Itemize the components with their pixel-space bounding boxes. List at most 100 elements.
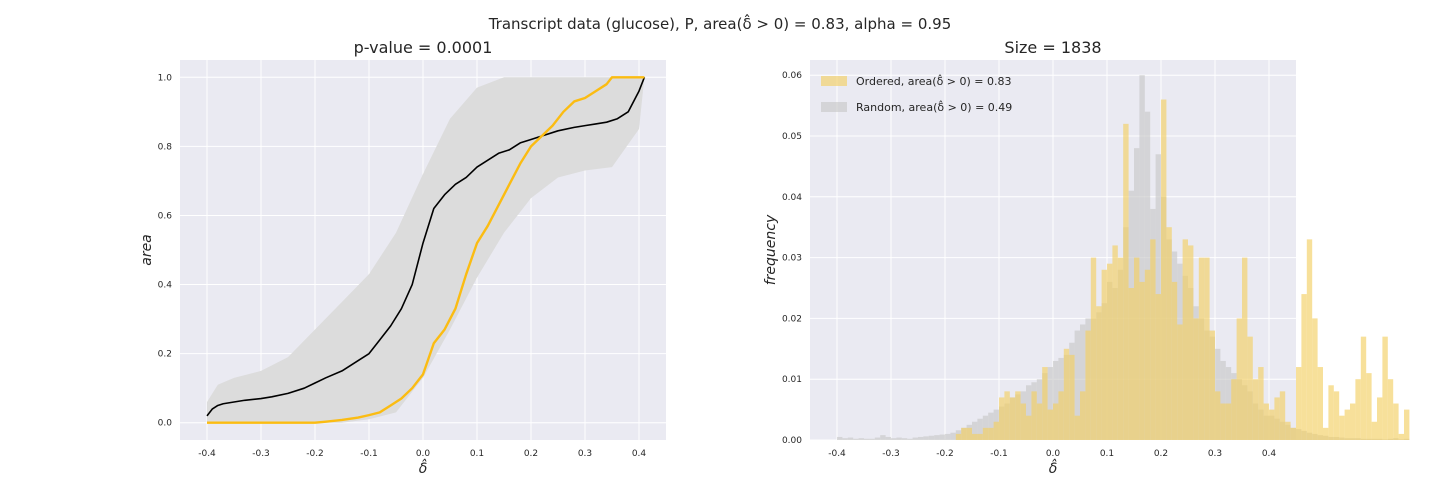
right-y-tick-label: 0.00 — [782, 436, 802, 446]
ordered-histogram-bar — [1074, 415, 1080, 440]
area-curve-chart: -0.4 -0.3 -0.2 -0.1 0.0 0.1 0.2 0.3 0.4 0.00.20.… — [139, 38, 666, 477]
random-histogram-bar — [907, 438, 913, 440]
ordered-histogram-bar — [972, 433, 978, 440]
random-histogram-bar — [939, 434, 945, 440]
right-x-tick-label: -0.2 — [936, 449, 954, 459]
left-y-axis-label: area — [139, 234, 155, 266]
ordered-histogram-bar — [1252, 379, 1259, 440]
right-x-tick-label: 0.2 — [1154, 449, 1168, 459]
ordered-histogram-bar — [1188, 245, 1194, 440]
ordered-histogram-bar — [1339, 415, 1345, 440]
right-y-tick-label: 0.04 — [782, 193, 802, 203]
ordered-histogram-bar — [988, 427, 994, 440]
ordered-histogram-bar — [1209, 330, 1215, 440]
left-chart-title: p-value = 0.0001 — [354, 38, 493, 57]
left-x-tick-label: -0.3 — [252, 449, 270, 459]
right-y-axis-label: frequency — [763, 214, 779, 285]
ordered-histogram-bar — [1063, 348, 1070, 440]
left-x-tick-label: -0.4 — [198, 449, 216, 459]
ordered-histogram-bar — [1150, 239, 1156, 440]
ordered-histogram-bar — [1387, 379, 1394, 440]
ordered-histogram-bar — [1355, 379, 1361, 440]
ordered-histogram-bar — [961, 427, 967, 440]
ordered-histogram-bar — [1107, 263, 1113, 440]
ordered-histogram-bar — [1263, 403, 1269, 440]
left-x-tick-label: -0.1 — [360, 449, 378, 459]
ordered-histogram-bar — [1193, 318, 1199, 440]
ordered-histogram-bar — [1371, 421, 1377, 440]
random-histogram-bar — [858, 438, 864, 440]
ordered-histogram-bar — [1036, 403, 1043, 440]
ordered-histogram-bar — [1198, 257, 1205, 440]
ordered-histogram-bar — [1220, 403, 1226, 440]
random-histogram-bar — [891, 438, 897, 440]
ordered-histogram-bar — [1236, 318, 1242, 440]
random-histogram-bar — [847, 437, 854, 440]
ordered-histogram-bar — [993, 421, 999, 440]
confidence-band-area — [207, 77, 645, 423]
ordered-histogram-bar — [1225, 403, 1232, 440]
random-histogram-bar — [912, 437, 918, 440]
ordered-histogram-bar — [1004, 391, 1010, 440]
ordered-histogram-bar — [1285, 421, 1291, 440]
right-x-tick-label: -0.1 — [990, 449, 1008, 459]
left-y-tick-label: 0.2 — [158, 350, 172, 360]
random-histogram-bar — [896, 437, 902, 440]
ordered-histogram-bar — [1279, 391, 1286, 440]
ordered-histogram-bar — [999, 397, 1005, 440]
right-y-tick-label: 0.05 — [782, 132, 802, 142]
frequency-histogram: -0.4 -0.3 -0.2 -0.1 0.0 0.1 0.2 0.3 0.4 0.00 0.01… — [763, 38, 1410, 477]
ordered-histogram-bar — [1020, 403, 1026, 440]
ordered-histogram-bar — [1015, 391, 1021, 440]
random-histogram-bar — [837, 436, 843, 440]
ordered-histogram-bar — [966, 427, 972, 440]
random-histogram-bar — [885, 436, 891, 440]
ordered-histogram-bar — [1134, 257, 1140, 440]
random-histogram-bar — [1220, 360, 1226, 440]
ordered-histogram-bar — [1269, 409, 1275, 440]
confidence-band — [207, 77, 645, 423]
ordered-histogram-bar — [1058, 391, 1064, 440]
ordered-histogram-bar — [1139, 281, 1145, 440]
random-histogram-bar — [918, 436, 924, 440]
legend-label-ordered: Ordered, area(δ̂ > 0) = 0.83 — [856, 74, 1012, 88]
left-y-tick-label: 0.8 — [158, 142, 173, 152]
left-x-tick-label: 0.0 — [416, 449, 431, 459]
left-x-tick-label: -0.2 — [306, 449, 324, 459]
ordered-histogram-bar — [1080, 391, 1086, 440]
right-chart-title: Size = 1838 — [1004, 38, 1101, 57]
random-histogram-bar — [869, 438, 875, 440]
ordered-histogram-bar — [1301, 294, 1307, 440]
legend-label-random: Random, area(δ̂ > 0) = 0.49 — [856, 100, 1012, 114]
right-y-tick-label: 0.02 — [782, 314, 802, 324]
ordered-histogram-bar — [1393, 403, 1399, 440]
right-x-tick-label: -0.3 — [882, 449, 900, 459]
random-histogram-bar — [1047, 367, 1053, 440]
random-histogram-bar — [1080, 324, 1086, 440]
ordered-histogram-bar — [1404, 409, 1410, 440]
left-x-tick-label: 0.4 — [632, 449, 647, 459]
left-x-tick-label: 0.3 — [578, 449, 592, 459]
ordered-histogram-bar — [1177, 324, 1183, 440]
legend-swatch-ordered — [821, 76, 847, 86]
random-histogram-bar — [928, 435, 935, 440]
left-y-tick-label: 0.4 — [158, 281, 173, 291]
ordered-histogram-bar — [1161, 99, 1167, 441]
histogram-bars — [837, 75, 1410, 441]
right-x-tick-label: 0.0 — [1046, 449, 1061, 459]
ordered-histogram-bar — [1344, 409, 1350, 440]
ordered-histogram-bar — [1112, 245, 1118, 440]
series-line-random — [206, 76, 646, 417]
area-lines — [206, 76, 646, 424]
ordered-histogram-bar — [1123, 123, 1129, 440]
right-x-tick-label: 0.1 — [1100, 449, 1114, 459]
ordered-histogram-bar — [1377, 397, 1383, 440]
right-y-ticks: 0.00 0.01 0.02 0.03 0.04 0.05 0.06 — [782, 71, 802, 446]
random-histogram-bar — [1026, 385, 1032, 440]
ordered-histogram-bar — [1047, 409, 1053, 440]
random-histogram-bar — [972, 421, 978, 440]
left-x-tick-label: 0.2 — [524, 449, 538, 459]
ordered-histogram-bar — [1166, 227, 1172, 440]
random-histogram-bar — [874, 437, 881, 440]
left-x-axis-label: δ̂ — [419, 458, 428, 477]
